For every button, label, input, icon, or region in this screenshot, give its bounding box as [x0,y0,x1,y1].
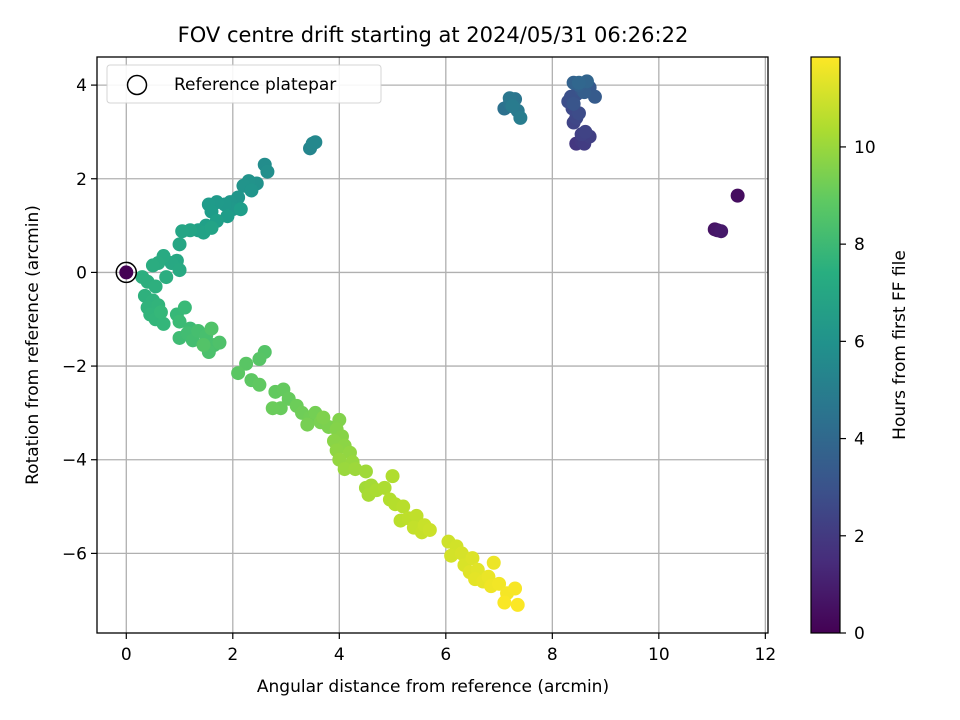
data-point [172,314,187,329]
data-point [578,124,593,139]
colorbar-tick-label: 4 [854,430,865,450]
data-point [145,258,160,273]
x-tick-label: 0 [121,645,132,665]
data-point [204,220,219,235]
data-point [358,464,373,479]
colorbar-tick-label: 10 [854,138,876,158]
data-point [196,338,211,352]
data-point [587,89,602,104]
legend-marker [126,74,148,96]
data-point [252,377,267,392]
data-point [454,546,469,561]
x-tick-label: 2 [227,645,238,665]
data-point [212,335,227,350]
colorbar-gradient [810,56,841,634]
data-point [348,462,363,477]
data-point [239,356,254,371]
x-tick-label: 4 [334,645,345,665]
colorbar: 0 2 4 6 8 10 Hours from first FF file [810,56,910,644]
y-tick-label: −6 [62,544,87,564]
data-point [337,462,352,477]
x-axis-ticks: 0 2 4 6 8 10 12 [121,633,776,665]
colorbar-tick-label: 2 [854,527,865,547]
chart-title: FOV centre drift starting at 2024/05/31 … [178,23,689,47]
y-tick-label: 2 [76,170,87,190]
data-point [505,99,520,114]
data-point [252,352,267,367]
x-tick-label: 6 [440,645,451,665]
y-tick-label: 4 [76,76,87,96]
colorbar-tick-label: 6 [854,332,865,352]
data-point [508,581,523,596]
data-point [159,270,174,285]
y-tick-label: −4 [62,451,87,471]
data-point [444,548,459,563]
data-point [571,75,586,90]
data-point [231,366,246,381]
data-point [316,410,331,425]
y-axis-ticks: 4 2 0 −2 −4 −6 [62,76,97,564]
data-point [510,597,525,612]
data-point [172,263,187,278]
data-point [497,595,512,610]
data-points [115,74,745,612]
data-point [172,237,187,252]
data-point [377,480,392,495]
data-point [265,401,280,416]
data-point [148,279,163,294]
y-axis-label: Rotation from reference (arcmin) [23,205,43,485]
data-point [308,135,323,150]
colorbar-ticks: 0 2 4 6 8 10 [840,138,876,644]
data-point [220,209,235,224]
data-point [244,183,259,198]
data-point [153,305,168,320]
legend: Reference platepar [106,64,382,104]
data-point [465,551,480,566]
x-axis-label: Angular distance from reference (arcmin) [257,677,609,697]
data-point [156,316,171,331]
data-point [513,110,528,125]
data-point [204,321,219,336]
data-point [385,469,400,484]
data-point [486,555,501,570]
data-point [175,224,190,239]
data-point [233,202,248,217]
reference-platepar-marker [115,261,138,284]
data-point [177,300,192,315]
data-point [300,417,315,432]
x-tick-label: 8 [547,645,558,665]
colorbar-tick-label: 0 [854,624,865,644]
data-point [409,508,424,523]
data-point [396,499,411,514]
y-tick-label: 0 [76,263,87,283]
legend-frame [106,64,382,104]
data-point [260,164,275,179]
data-point [566,96,581,111]
axes-frame [96,56,769,634]
colorbar-tick-label: 8 [854,235,865,255]
colorbar-label: Hours from first FF file [890,250,910,440]
data-point [492,576,507,591]
legend-label: Reference platepar [174,75,336,95]
data-point [422,522,437,537]
x-tick-label: 12 [755,645,777,665]
data-point [730,188,745,203]
data-point [714,224,729,239]
y-tick-label: −2 [62,357,87,377]
data-point [119,265,134,280]
x-tick-label: 10 [648,645,670,665]
